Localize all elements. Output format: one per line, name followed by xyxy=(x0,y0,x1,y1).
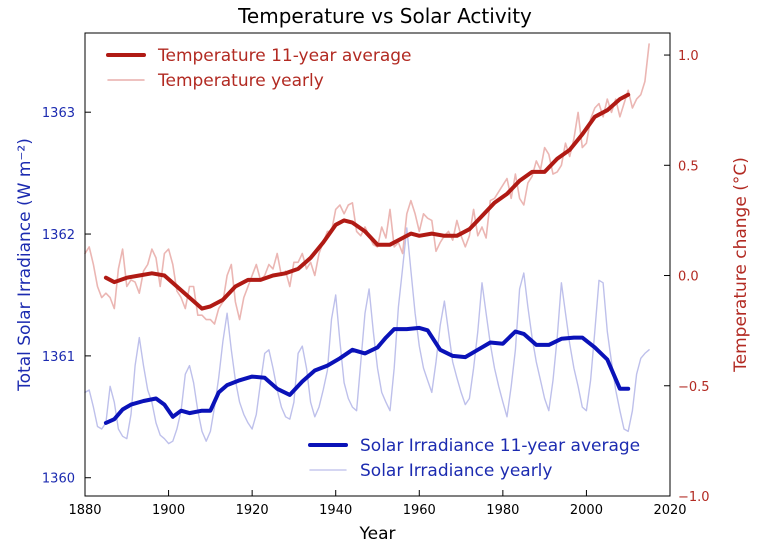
y-right-tick-label: 0.0 xyxy=(678,270,699,285)
x-tick-label: 2020 xyxy=(653,503,686,518)
legend-label: Temperature 11-year average xyxy=(157,46,411,66)
y-left-tick-label: 1363 xyxy=(42,106,75,121)
axis-ticks: 1880 1900 1920 1940 1960 1980 2000 2020 1360 1361… xyxy=(42,49,710,518)
y-axis-left-label: Total Solar Irradiance (W m⁻²) xyxy=(15,138,35,392)
legend-label: Temperature yearly xyxy=(157,71,324,91)
y-left-tick-label: 1362 xyxy=(42,228,75,243)
series-layer xyxy=(84,43,650,445)
y-right-tick-label: −0.5 xyxy=(678,380,710,395)
x-tick-label: 1940 xyxy=(319,503,352,518)
y-axis-right-label: Temperature change (°C) xyxy=(731,157,751,373)
x-tick-label: 1880 xyxy=(68,503,101,518)
y-left-tick-label: 1360 xyxy=(42,472,75,487)
x-tick-label: 2000 xyxy=(570,503,603,518)
x-tick-label: 1900 xyxy=(152,503,185,518)
legend-label: Solar Irradiance yearly xyxy=(360,461,552,481)
series-line-temperature-11-year-average xyxy=(103,92,631,311)
series-line-solar-irradiance-yearly xyxy=(84,227,650,445)
x-tick-label: 1920 xyxy=(236,503,269,518)
x-tick-label: 1980 xyxy=(486,503,519,518)
legend-solar: Solar Irradiance 11-year average Solar Ir… xyxy=(308,436,640,481)
x-tick-label: 1960 xyxy=(403,503,436,518)
chart-title: Temperature vs Solar Activity xyxy=(237,4,532,28)
plot-frame xyxy=(84,32,671,497)
y-right-tick-label: 1.0 xyxy=(678,49,699,64)
legend-label: Solar Irradiance 11-year average xyxy=(360,436,640,456)
y-left-tick-label: 1361 xyxy=(42,350,75,365)
x-axis-label: Year xyxy=(359,524,396,544)
y-right-tick-label: −1.0 xyxy=(678,490,710,505)
series-line-solar-irradiance-11-year-average xyxy=(103,325,631,425)
legend-temperature: Temperature 11-year average Temperature y… xyxy=(106,46,411,91)
y-right-tick-label: 0.5 xyxy=(678,159,699,174)
